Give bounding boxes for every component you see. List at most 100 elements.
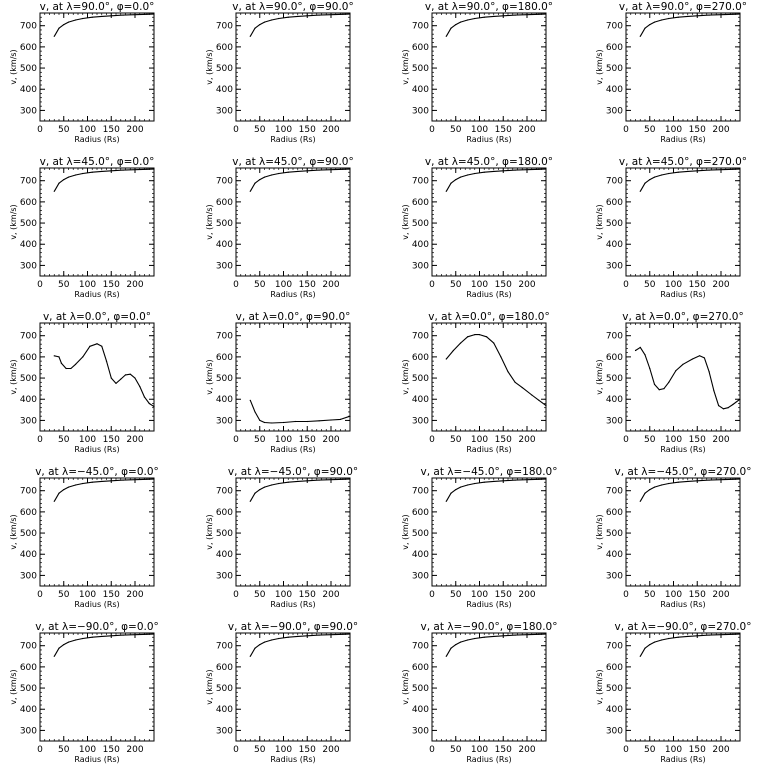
data-point xyxy=(82,482,84,485)
chart-panel-4-2: 0 50 100 150 200 300 400 500 600 700 v, at λ=−45.0… xyxy=(205,466,358,609)
y-tick-label: 600 xyxy=(216,43,233,53)
y-tick-label: 400 xyxy=(412,395,429,405)
data-point xyxy=(89,345,91,347)
y-tick-label: 400 xyxy=(412,240,429,250)
data-point xyxy=(696,170,698,172)
data-point xyxy=(122,479,124,481)
data-point xyxy=(675,370,677,372)
y-tick-label: 600 xyxy=(412,198,429,208)
data-point xyxy=(287,16,289,18)
data-point xyxy=(467,19,469,21)
x-axis-label: Radius (Rs) xyxy=(74,600,119,609)
x-tick-label: 0 xyxy=(233,745,239,755)
x-tick-label: 50 xyxy=(58,125,70,135)
y-tick-label: 500 xyxy=(20,529,37,539)
y-tick-label: 500 xyxy=(216,374,233,384)
data-point xyxy=(63,24,65,26)
data-point xyxy=(545,404,547,407)
data-point xyxy=(661,484,663,486)
data-point xyxy=(545,633,547,635)
data-point xyxy=(649,644,651,646)
data-point xyxy=(278,172,280,175)
data-point xyxy=(254,27,256,29)
data-point xyxy=(739,478,741,480)
chart-panel-2-2: 0 50 100 150 200 300 400 500 600 700 v, at λ=45.0°… xyxy=(205,156,354,299)
x-tick-label: 200 xyxy=(126,590,143,600)
data-point xyxy=(696,15,698,17)
data-point xyxy=(287,636,289,638)
x-axis-label: Radius (Rs) xyxy=(466,290,511,299)
x-tick-label: 0 xyxy=(429,125,435,135)
y-tick-label: 600 xyxy=(412,43,429,53)
chart-panel-2-4: 0 50 100 150 200 300 400 500 600 700 v, at λ=45.0°… xyxy=(595,156,747,299)
data-point xyxy=(349,633,351,635)
y-axis-label: v, (km/s) xyxy=(401,49,410,84)
data-line xyxy=(445,334,547,407)
data-point xyxy=(271,174,273,176)
data-point xyxy=(445,35,447,37)
y-tick-label: 400 xyxy=(606,85,623,95)
x-tick-label: 200 xyxy=(518,745,535,755)
data-point xyxy=(445,655,447,657)
x-tick-label: 50 xyxy=(450,125,462,135)
data-point xyxy=(677,16,679,18)
data-point xyxy=(455,179,457,181)
y-tick-label: 500 xyxy=(216,684,233,694)
data-point xyxy=(82,172,84,175)
chart-panel-4-1: 0 50 100 150 200 300 400 500 600 700 v, at λ=−45.0… xyxy=(9,466,159,609)
y-tick-label: 600 xyxy=(20,508,37,518)
data-point xyxy=(545,478,547,480)
y-tick-label: 400 xyxy=(412,550,429,560)
y-tick-label: 700 xyxy=(606,332,623,342)
x-tick-label: 0 xyxy=(37,125,43,135)
data-point xyxy=(53,355,55,357)
data-point xyxy=(139,385,141,388)
x-tick-label: 150 xyxy=(689,125,706,135)
y-axis-label: v, (km/s) xyxy=(205,669,214,704)
plot-frame xyxy=(625,167,741,277)
y-axis-label: v, (km/s) xyxy=(401,359,410,394)
data-point xyxy=(718,404,720,407)
data-point xyxy=(318,420,320,422)
x-tick-label: 200 xyxy=(322,745,339,755)
y-axis-label: v, (km/s) xyxy=(401,204,410,239)
y-axis-label: v, (km/s) xyxy=(9,359,18,394)
y-tick-label: 300 xyxy=(216,106,233,116)
data-point xyxy=(663,388,665,390)
y-tick-label: 600 xyxy=(412,663,429,673)
y-tick-label: 600 xyxy=(216,508,233,518)
chart-title: v, at λ=−90.0°, φ=90.0° xyxy=(228,621,358,633)
data-point xyxy=(101,15,103,17)
y-tick-label: 600 xyxy=(216,663,233,673)
data-point xyxy=(342,633,344,635)
data-point xyxy=(514,479,516,481)
data-point xyxy=(349,13,351,15)
data-point xyxy=(339,418,342,420)
data-line xyxy=(249,478,351,502)
x-tick-label: 150 xyxy=(103,590,120,600)
y-tick-label: 400 xyxy=(216,550,233,560)
y-tick-label: 300 xyxy=(20,416,37,426)
x-tick-label: 100 xyxy=(275,435,292,445)
data-point xyxy=(474,334,476,336)
y-tick-label: 700 xyxy=(20,487,37,497)
x-tick-label: 50 xyxy=(254,745,266,755)
data-point xyxy=(330,419,332,421)
data-point xyxy=(53,500,55,502)
data-point xyxy=(306,170,308,172)
data-point xyxy=(514,169,516,171)
x-tick-label: 150 xyxy=(689,435,706,445)
chart-title: v, at λ=−45.0°, φ=90.0° xyxy=(228,466,358,478)
y-tick-label: 700 xyxy=(216,22,233,32)
x-tick-label: 50 xyxy=(450,435,462,445)
y-tick-label: 300 xyxy=(606,416,623,426)
y-tick-label: 300 xyxy=(412,106,429,116)
data-point xyxy=(450,27,452,29)
data-point xyxy=(297,170,299,172)
data-point xyxy=(342,168,344,170)
data-point xyxy=(727,407,729,409)
data-point xyxy=(278,637,280,640)
data-point xyxy=(526,634,528,636)
